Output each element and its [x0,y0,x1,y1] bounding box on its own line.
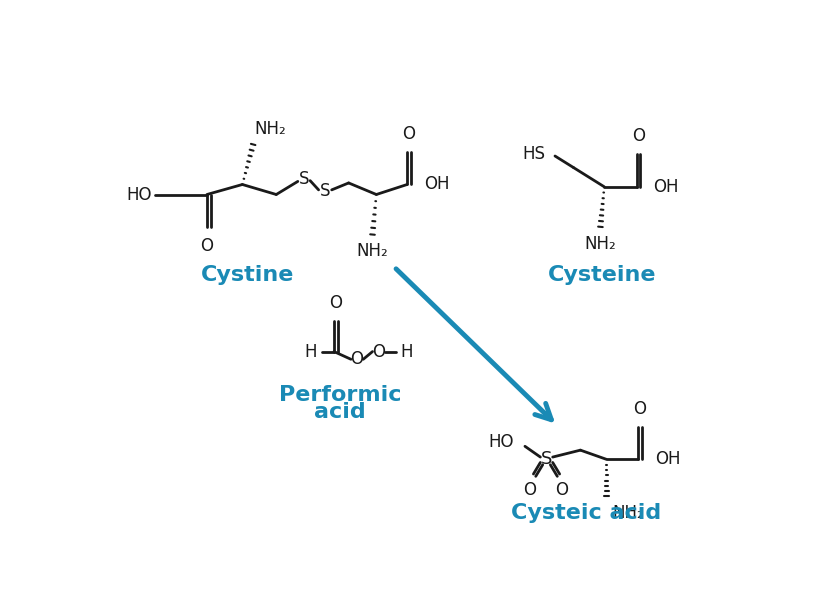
Text: acid: acid [314,402,366,422]
Text: O: O [634,400,646,418]
Text: H: H [401,342,413,361]
Text: HO: HO [488,433,514,452]
Text: NH₂: NH₂ [254,120,287,138]
Text: O: O [329,294,342,311]
Text: HO: HO [126,186,151,203]
Text: OH: OH [653,178,679,196]
Text: Cystine: Cystine [201,265,294,285]
Text: O: O [373,342,385,361]
Text: O: O [523,481,536,499]
Text: Performic: Performic [279,385,401,405]
Text: Cysteic acid: Cysteic acid [511,503,662,523]
Text: O: O [402,125,415,143]
Text: Cysteine: Cysteine [548,265,656,285]
Text: H: H [305,342,317,361]
Text: O: O [350,350,363,368]
Text: O: O [632,127,644,145]
Text: NH₂: NH₂ [357,242,388,260]
Text: S: S [299,170,309,188]
Text: HS: HS [523,144,546,163]
Text: NH₂: NH₂ [613,504,644,522]
Text: O: O [201,237,213,255]
Text: O: O [555,481,568,499]
Text: S: S [541,450,553,469]
Text: S: S [320,181,330,200]
Text: OH: OH [655,450,681,469]
Text: NH₂: NH₂ [585,234,616,253]
Text: OH: OH [424,175,449,194]
